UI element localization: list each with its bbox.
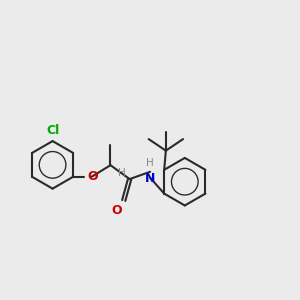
Text: N: N bbox=[145, 172, 155, 185]
Text: H: H bbox=[118, 168, 125, 178]
Text: H: H bbox=[146, 158, 154, 167]
Text: O: O bbox=[111, 204, 122, 217]
Text: Cl: Cl bbox=[46, 124, 59, 137]
Text: O: O bbox=[87, 170, 98, 183]
